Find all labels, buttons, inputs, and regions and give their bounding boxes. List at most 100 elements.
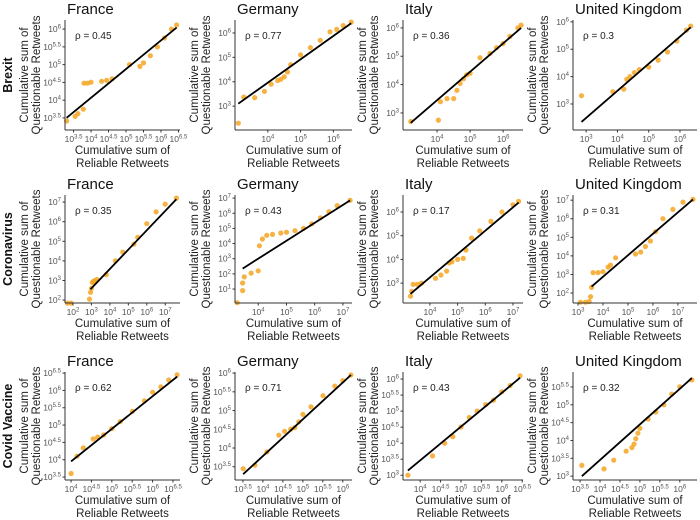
tick-base: 10: [386, 470, 396, 480]
tick-exponent: 3.5: [391, 455, 400, 461]
y-axis-label-line2: Questionable Retweets: [369, 15, 381, 134]
data-point: [147, 53, 153, 59]
fit-line: [407, 377, 521, 472]
tick-exponent: 3: [566, 270, 570, 276]
tick-base: 10: [647, 307, 657, 317]
tick-exponent: 5: [228, 224, 232, 230]
data-point: [332, 383, 338, 389]
data-point: [635, 430, 641, 436]
x-tick-label: 103.5: [234, 484, 252, 494]
tick-base: 10: [597, 307, 607, 317]
y-tick-label: 104: [556, 435, 569, 445]
data-point: [477, 228, 483, 234]
tick-base: 10: [48, 197, 58, 207]
tick-base: 10: [451, 307, 461, 317]
data-point: [256, 243, 262, 249]
x-tick-label: 107: [159, 307, 172, 317]
row-label: Brexit: [1, 56, 15, 92]
tick-exponent: 4: [566, 72, 570, 78]
y-axis-label-line2: Questionable Retweets: [31, 189, 43, 308]
y-tick-label: 104: [218, 77, 231, 87]
tick-exponent: 3: [396, 471, 400, 477]
tick-base: 10: [386, 23, 396, 33]
x-tick-label: 102: [67, 307, 80, 317]
tick-exponent: 4: [396, 255, 400, 261]
y-tick-label: 103: [386, 278, 399, 288]
x-tick-label: 105: [622, 307, 635, 317]
tick-base: 10: [65, 134, 75, 144]
rho-annotation: ρ = 0.62: [75, 383, 112, 394]
tick-exponent: 5.5: [223, 387, 232, 393]
x-tick-label: 105: [105, 484, 118, 494]
tick-exponent: 6.5: [174, 485, 183, 491]
tick-base: 10: [386, 278, 396, 288]
tick-exponent: 4: [261, 308, 265, 314]
tick-exponent: 6: [566, 214, 570, 220]
tick-base: 10: [556, 232, 566, 242]
tick-exponent: 4: [228, 444, 232, 450]
y-tick-label: 103.5: [381, 454, 399, 464]
x-axis-label-line2: Reliable Retweets: [76, 508, 169, 520]
tick-base: 10: [386, 438, 396, 448]
data-point: [320, 393, 326, 399]
x-tick-label: 106: [497, 134, 510, 144]
tick-exponent: 6: [228, 28, 232, 34]
tick-exponent: 5: [473, 135, 477, 141]
tick-base: 10: [48, 95, 58, 105]
data-point: [88, 79, 94, 85]
tick-base: 10: [43, 437, 53, 447]
data-point: [75, 111, 81, 117]
tick-exponent: 5.5: [660, 485, 669, 491]
tick-base: 10: [140, 307, 150, 317]
x-tick-label: 104: [257, 484, 270, 494]
tick-base: 10: [43, 113, 53, 123]
tick-exponent: 4: [423, 485, 427, 491]
tick-base: 10: [337, 307, 347, 317]
tick-exponent: 7: [168, 308, 172, 314]
tick-base: 10: [234, 484, 244, 494]
data-point: [264, 232, 270, 238]
tick-exponent: 3: [581, 308, 585, 314]
tick-exponent: 6: [683, 135, 687, 141]
rho-annotation: ρ = 0.3: [583, 31, 614, 42]
tick-exponent: 4: [603, 485, 607, 491]
x-tick-label: 106: [674, 134, 687, 144]
data-point: [454, 87, 460, 93]
panel-title: Germany: [237, 176, 299, 193]
tick-base: 10: [327, 134, 337, 144]
data-point: [87, 289, 94, 295]
tick-exponent: 5: [306, 485, 310, 491]
panel-title: Italy: [405, 1, 433, 18]
y-tick-label: 106.5: [43, 368, 61, 378]
data-point: [680, 199, 686, 205]
y-tick-label: 104: [48, 455, 61, 465]
tick-base: 10: [497, 134, 507, 144]
data-point: [240, 280, 246, 286]
y-axis-label-line1: Cumulative sum of: [527, 27, 539, 123]
tick-exponent: 7: [346, 308, 350, 314]
tick-exponent: 7: [681, 308, 685, 314]
tick-exponent: 6: [150, 308, 154, 314]
tick-exponent: 6: [488, 308, 492, 314]
y-tick-label: 101: [218, 284, 231, 294]
tick-base: 10: [381, 422, 391, 432]
fit-line: [237, 22, 352, 105]
y-tick-label: 105: [386, 406, 399, 416]
data-point: [579, 462, 585, 468]
tick-exponent: 4: [566, 436, 570, 442]
x-tick-label: 107: [507, 307, 520, 317]
x-tick-label: 104.5: [100, 134, 118, 144]
y-tick-label: 106: [218, 208, 231, 218]
y-tick-label: 102: [556, 288, 569, 298]
x-tick-label: 105.5: [123, 484, 141, 494]
x-tick-label: 106: [327, 134, 340, 144]
data-point: [154, 44, 160, 50]
tick-base: 10: [551, 418, 561, 428]
data-point: [613, 255, 619, 261]
tick-exponent: 4: [440, 135, 444, 141]
y-axis-label-line1: Cumulative sum of: [189, 27, 201, 123]
